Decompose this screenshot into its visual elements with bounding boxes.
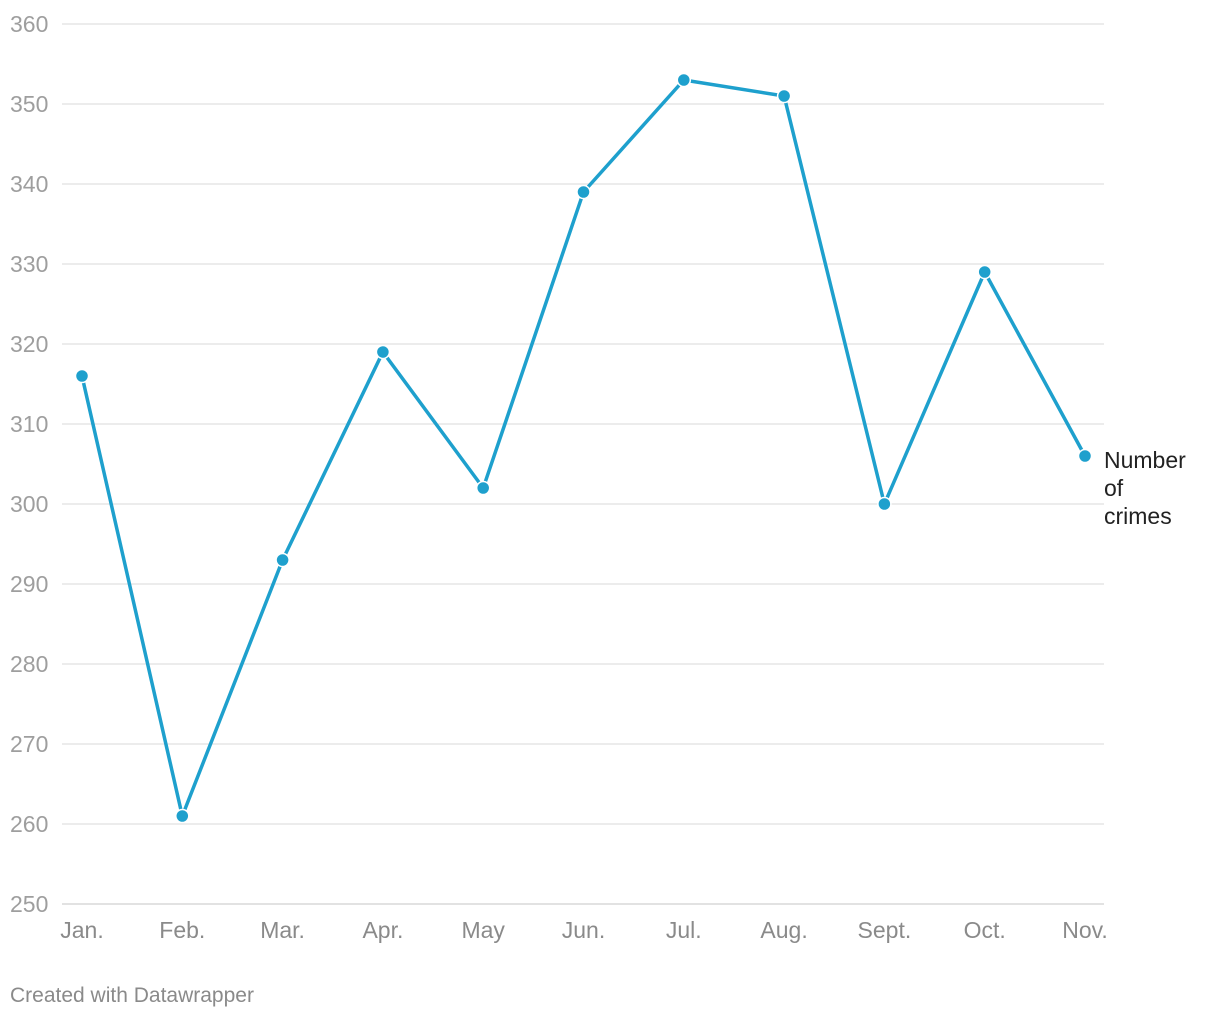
y-tick-label: 300 bbox=[10, 491, 48, 517]
y-tick-label: 280 bbox=[10, 651, 48, 677]
x-tick-label: Nov. bbox=[1062, 917, 1108, 943]
data-point bbox=[977, 264, 992, 280]
x-tick-label: May bbox=[461, 917, 505, 943]
y-tick-label: 360 bbox=[10, 11, 48, 37]
x-tick-label: Apr. bbox=[362, 917, 403, 943]
data-point bbox=[175, 808, 190, 824]
x-tick-label: Feb. bbox=[159, 917, 205, 943]
y-tick-label: 270 bbox=[10, 731, 48, 757]
x-tick-label: Sept. bbox=[858, 917, 912, 943]
x-tick-label: Jun. bbox=[562, 917, 605, 943]
x-tick-label: Aug. bbox=[760, 917, 807, 943]
data-point bbox=[576, 184, 591, 200]
x-tick-label: Mar. bbox=[260, 917, 305, 943]
gridlines bbox=[62, 23, 1104, 905]
y-tick-label: 330 bbox=[10, 251, 48, 277]
series-name-label: crimes bbox=[1104, 503, 1172, 529]
credit-text: Created with Datawrapper bbox=[10, 984, 254, 1007]
line-chart: 250 260 270 280 290 300 310 320 330 340 350 360 Jan… bbox=[10, 11, 1186, 943]
x-tick-label: Oct. bbox=[964, 917, 1006, 943]
data-point bbox=[877, 496, 892, 512]
y-tick-label: 290 bbox=[10, 571, 48, 597]
data-point bbox=[275, 552, 290, 568]
series-layer bbox=[74, 72, 1093, 824]
series-name-label: of bbox=[1104, 475, 1124, 501]
data-point bbox=[74, 368, 90, 384]
data-point bbox=[1077, 448, 1093, 464]
x-tick-label: Jan. bbox=[60, 917, 103, 943]
y-tick-label: 310 bbox=[10, 411, 48, 437]
data-point bbox=[676, 72, 692, 88]
y-tick-label: 260 bbox=[10, 811, 48, 837]
series-name-label: Number bbox=[1104, 447, 1186, 473]
y-tick-label: 350 bbox=[10, 91, 48, 117]
y-tick-label: 250 bbox=[10, 891, 48, 917]
data-point bbox=[776, 88, 792, 104]
data-point bbox=[475, 480, 491, 496]
y-tick-label: 340 bbox=[10, 171, 48, 197]
y-tick-label: 320 bbox=[10, 331, 48, 357]
x-tick-label: Jul. bbox=[666, 917, 702, 943]
data-point bbox=[375, 344, 391, 360]
y-axis-ticks: 250 260 270 280 290 300 310 320 330 340 350 360 bbox=[10, 11, 48, 917]
x-axis-ticks: Jan. Feb. Mar. Apr. May Jun. Jul. Aug. Sept. Oct.… bbox=[60, 917, 1108, 943]
